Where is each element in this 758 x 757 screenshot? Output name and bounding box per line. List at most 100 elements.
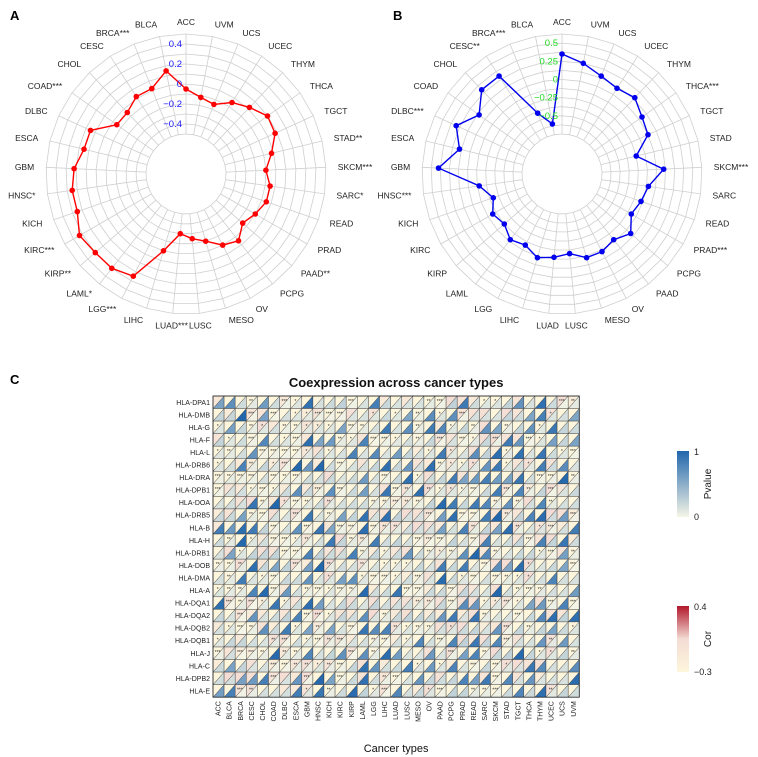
cor-triangle: [279, 646, 292, 661]
cor-triangle: [246, 584, 258, 598]
grid-spoke: [535, 36, 555, 135]
cor-triangle: [279, 408, 292, 422]
data-point: [549, 121, 556, 127]
significance-mark: ***: [348, 424, 354, 430]
significance-mark: **: [482, 650, 486, 656]
significance-mark: ***: [337, 675, 343, 681]
significance-mark: *: [461, 462, 463, 468]
cor-triangle: [357, 546, 369, 560]
significance-mark: ***: [337, 637, 343, 643]
column-label: PCPG: [449, 701, 456, 721]
significance-mark: **: [305, 663, 309, 669]
data-point: [272, 130, 278, 137]
cor-triangle: [257, 659, 269, 673]
significance-mark: ***: [392, 675, 398, 681]
significance-mark: ***: [337, 587, 343, 593]
significance-mark: *: [306, 412, 308, 418]
significance-mark: ***: [470, 663, 476, 669]
significance-mark: ***: [281, 550, 287, 556]
significance-mark: **: [327, 663, 331, 669]
category-label: LUSC: [565, 320, 588, 330]
cor-triangle: [457, 496, 469, 510]
cor-triangle: [279, 571, 292, 585]
cor-triangle: [290, 558, 303, 573]
cor-triangle: [323, 659, 336, 673]
cor-triangle: [445, 420, 458, 435]
cor-triangle: [401, 483, 414, 497]
radial-tick-label: 0.25: [540, 56, 559, 67]
cor-triangle: [523, 408, 536, 422]
significance-mark: **: [416, 625, 420, 631]
grid-spoke: [423, 179, 523, 195]
significance-mark: **: [449, 550, 453, 556]
column-label: GBM: [304, 701, 311, 717]
cor-triangle: [512, 446, 525, 460]
significance-mark: ***: [237, 650, 243, 656]
cor-triangle: [312, 420, 325, 435]
cor-triangle: [457, 483, 469, 497]
column-label: KICH: [327, 701, 334, 718]
cor-triangle: [401, 609, 414, 623]
cor-triangle: [368, 433, 380, 447]
cor-triangle: [501, 584, 514, 598]
significance-mark: *: [494, 600, 496, 606]
cor-triangle: [501, 671, 514, 686]
grid-ring: [145, 133, 227, 215]
cor-triangle: [568, 483, 580, 497]
cor-triangle: [334, 596, 347, 610]
cor-triangle: [423, 521, 436, 535]
cor-triangle: [268, 671, 281, 686]
cor-triangle: [357, 471, 369, 485]
significance-mark: ***: [292, 512, 298, 518]
significance-mark: ***: [570, 512, 576, 518]
significance-mark: **: [493, 550, 497, 556]
significance-mark: **: [549, 688, 553, 694]
cor-triangle: [490, 609, 503, 623]
category-label: LUSC: [189, 320, 212, 330]
cor-triangle: [445, 446, 458, 460]
significance-mark: ***: [315, 637, 321, 643]
cor-triangle: [534, 433, 547, 447]
cor-triangle: [334, 671, 347, 686]
cor-triangle: [301, 483, 314, 497]
significance-mark: **: [227, 587, 231, 593]
cor-triangle: [390, 458, 403, 472]
cor-triangle: [312, 483, 325, 497]
cor-triangle: [390, 433, 403, 447]
cor-triangle: [334, 496, 347, 510]
significance-mark: *: [417, 474, 419, 480]
cor-triangle: [468, 684, 480, 698]
cor-triangle: [412, 659, 425, 673]
cor-triangle: [346, 558, 358, 573]
cor-triangle: [368, 546, 380, 560]
significance-mark: **: [371, 499, 375, 505]
significance-mark: ***: [492, 688, 498, 694]
cor-triangle: [412, 408, 425, 422]
significance-mark: **: [227, 575, 231, 581]
significance-mark: ***: [270, 474, 276, 480]
significance-mark: *: [306, 688, 308, 694]
cor-triangle: [479, 596, 491, 610]
cor-triangle: [501, 446, 514, 460]
cor-triangle: [412, 508, 425, 523]
significance-mark: ***: [570, 449, 576, 455]
cor-triangle: [312, 446, 325, 460]
cor-triangle: [434, 420, 447, 435]
cor-triangle: [523, 621, 536, 635]
radar-panel-b: ACC UVM UCS UCEC THYM THCA*** TGCT STAD SKCM*** S…: [377, 17, 748, 330]
significance-mark: ***: [503, 600, 509, 606]
category-label: UCEC: [268, 41, 292, 51]
cor-triangle: [223, 659, 236, 673]
cor-triangle: [445, 558, 458, 573]
cor-triangle: [234, 609, 247, 623]
category-label: GBM: [15, 162, 34, 172]
significance-mark: ***: [281, 637, 287, 643]
cor-triangle: [490, 471, 503, 485]
cor-triangle: [323, 571, 336, 585]
cor-triangle: [545, 659, 558, 673]
grid-ring: [45, 33, 327, 314]
cor-triangle: [445, 533, 458, 548]
data-point: [264, 113, 271, 119]
cor-triangle: [301, 408, 314, 422]
significance-mark: *: [283, 600, 285, 606]
